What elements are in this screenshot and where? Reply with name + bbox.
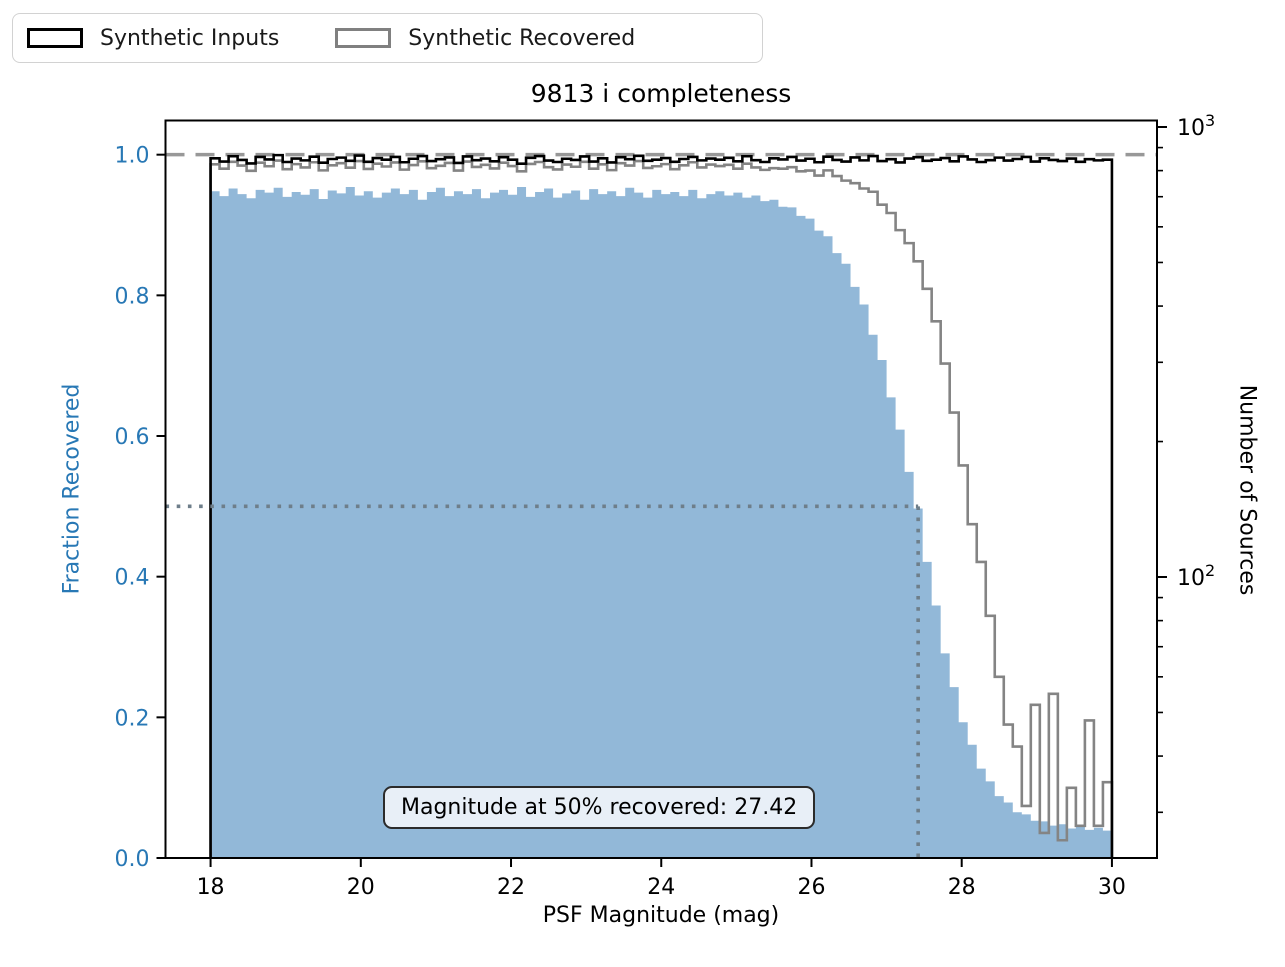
x-tick-label: 22 [497, 875, 525, 900]
right-y-axis-label: Number of Sources [1234, 384, 1260, 596]
legend-entry-synthetic-recovered: Synthetic Recovered [335, 26, 635, 51]
chart-title: 9813 i completeness [530, 79, 792, 108]
synthetic-inputs-swatch [27, 28, 83, 48]
right-y-tick-label: 103 [1177, 111, 1215, 141]
left-y-tick-label: 0.4 [115, 566, 150, 591]
x-axis-label: PSF Magnitude (mag) [542, 903, 780, 928]
right-y-tick-label: 102 [1177, 561, 1215, 591]
x-tick-label: 20 [347, 875, 375, 900]
synthetic-recovered-step [209, 159, 1114, 858]
legend: Synthetic Inputs Synthetic Recovered [12, 13, 763, 63]
mag50-annotation: Magnitude at 50% recovered: 27.42 [383, 786, 816, 829]
legend-entry-synthetic-inputs: Synthetic Inputs [27, 26, 279, 51]
x-tick-label: 26 [797, 875, 825, 900]
x-tick-label: 24 [647, 875, 675, 900]
x-tick-label: 28 [948, 875, 976, 900]
synthetic-inputs-label: Synthetic Inputs [100, 25, 280, 51]
left-y-tick-label: 0.0 [115, 847, 150, 872]
left-y-tick-label: 1.0 [115, 144, 150, 169]
left-y-axis-label: Fraction Recovered [59, 383, 85, 595]
left-y-tick-label: 0.8 [115, 284, 150, 309]
left-y-tick-label: 0.2 [115, 706, 150, 731]
left-y-tick-label: 0.6 [115, 425, 150, 450]
x-tick-label: 18 [197, 875, 225, 900]
synthetic-recovered-label: Synthetic Recovered [408, 25, 636, 51]
fraction-recovered-bars [210, 187, 1112, 858]
synthetic-inputs-step [209, 153, 1114, 858]
synthetic-recovered-swatch [335, 28, 392, 48]
x-tick-label: 30 [1098, 875, 1126, 900]
